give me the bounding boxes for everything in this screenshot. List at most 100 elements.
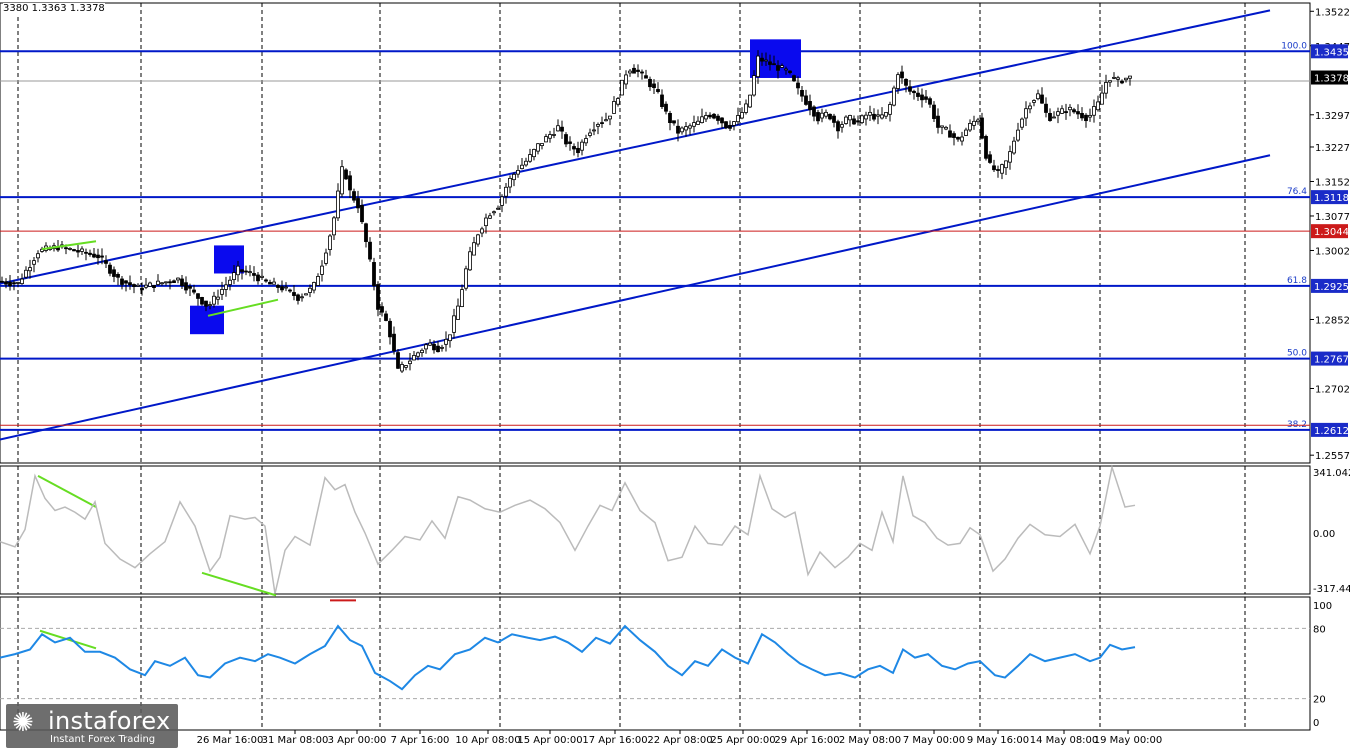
candle-body-124 (496, 207, 500, 210)
candle-body-213 (852, 118, 856, 125)
candle-body-35 (140, 287, 144, 291)
price-tick-5: 1.3077 (1315, 212, 1350, 223)
candle-body-186 (744, 103, 748, 113)
candle-body-146 (584, 138, 588, 144)
level-badge-bg-5 (1311, 422, 1348, 437)
candle-body-98 (392, 333, 396, 352)
candle-body-277 (1108, 80, 1112, 83)
candle-body-59 (236, 265, 240, 276)
candle-body-256 (1024, 108, 1028, 119)
candle-body-2 (8, 281, 12, 287)
candle-body-194 (776, 65, 780, 71)
time-label-4: 10 Apr 08:00 (455, 735, 520, 746)
rsi-panel: 100 80 20 0 (0, 599, 1332, 729)
candle-body-250 (1000, 164, 1004, 174)
fibonacci-levels: 100.076.461.850.038.2 (0, 41, 1310, 431)
time-label-11: 7 May 00:00 (903, 735, 965, 746)
candle-body-236 (944, 126, 948, 130)
candlesticks (0, 50, 1132, 374)
candle-body-232 (928, 98, 932, 105)
candle-body-8 (32, 260, 36, 265)
price-tick-2: 1.3297 (1315, 111, 1350, 122)
candle-body-278 (1112, 76, 1116, 79)
time-label-13: 14 May 08:00 (1030, 735, 1099, 746)
candle-body-241 (964, 129, 968, 136)
candle-body-242 (968, 122, 972, 131)
candle-body-39 (156, 280, 160, 285)
candle-body-234 (936, 115, 940, 128)
candle-body-237 (948, 130, 952, 138)
candle-body-40 (160, 282, 164, 285)
candle-body-87 (348, 175, 352, 191)
candle-body-253 (1012, 140, 1016, 154)
candle-body-3 (12, 282, 16, 285)
candle-body-261 (1044, 103, 1048, 113)
candle-body-17 (68, 248, 72, 250)
candle-body-151 (604, 119, 608, 122)
price-axis: 1.35221.34471.32971.32271.31521.30771.30… (1310, 7, 1350, 462)
candle-body-55 (220, 289, 224, 295)
candle-body-86 (344, 169, 348, 180)
candle-body-128 (512, 173, 516, 181)
candle-body-18 (72, 249, 76, 252)
candle-body-152 (608, 115, 612, 120)
candle-body-190 (760, 57, 764, 62)
grid (0, 2, 1311, 731)
price-tick-0: 1.3522 (1315, 7, 1350, 18)
candle-body-245 (980, 117, 984, 139)
candle-body-149 (596, 124, 600, 127)
candle-body-203 (812, 106, 816, 117)
candle-body-57 (228, 279, 232, 285)
candle-body-56 (224, 284, 228, 290)
candle-body-26 (104, 260, 108, 264)
candle-body-85 (340, 166, 344, 195)
candle-body-266 (1064, 111, 1068, 114)
candle-body-260 (1040, 94, 1044, 104)
candle-body-158 (632, 67, 636, 74)
candle-body-175 (700, 116, 704, 123)
candle-body-113 (452, 315, 456, 333)
candle-body-208 (832, 115, 836, 123)
channel-line-0 (0, 9, 1271, 285)
candle-body-53 (212, 295, 216, 305)
candle-body-169 (676, 125, 680, 134)
candle-body-222 (888, 104, 892, 115)
candle-body-107 (428, 342, 432, 346)
level-badge-3: 1.2925 (1314, 282, 1349, 293)
candle-body-77 (308, 287, 312, 293)
candle-body-207 (828, 113, 832, 120)
candle-body-4 (16, 282, 20, 284)
candle-body-101 (404, 365, 408, 368)
price-tick-9: 1.2557 (1315, 451, 1350, 462)
candle-body-121 (484, 217, 488, 227)
candle-body-247 (988, 154, 992, 163)
candle-body-252 (1008, 151, 1012, 163)
candle-body-167 (668, 113, 672, 124)
candle-body-131 (524, 160, 528, 166)
candle-body-61 (244, 270, 248, 273)
candle-body-178 (712, 113, 716, 119)
candle-body-104 (416, 352, 420, 357)
level-badge-0: 1.3435 (1314, 47, 1349, 58)
current-price-badge-bg (1311, 70, 1348, 85)
candle-body-174 (696, 120, 700, 125)
candle-body-235 (940, 125, 944, 128)
panel-frame-2 (0, 596, 1311, 731)
candle-body-176 (704, 115, 708, 120)
cci-line (0, 464, 1136, 594)
candle-body-108 (432, 343, 436, 351)
level-label-1: 76.4 (1287, 187, 1307, 197)
candle-body-144 (576, 147, 580, 154)
candle-body-70 (280, 286, 284, 291)
candle-body-79 (316, 276, 320, 286)
candle-body-164 (656, 89, 660, 92)
candle-body-76 (304, 293, 308, 296)
candle-body-162 (648, 78, 652, 88)
candle-body-182 (728, 124, 732, 129)
logo-tagline: Instant Forex Trading (50, 734, 156, 745)
candle-body-1 (4, 281, 8, 285)
cci-panel: 341.0423 0.00 -317.444 (0, 464, 1350, 595)
level-badge-bg-3 (1311, 278, 1348, 293)
candle-body-10 (40, 248, 44, 252)
